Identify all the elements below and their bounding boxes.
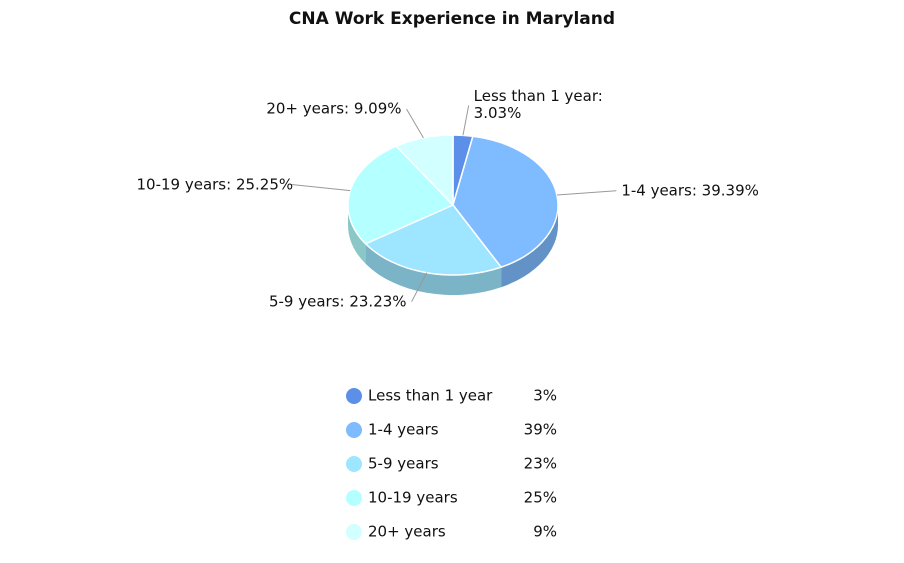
legend-label: 5-9 years [368,455,439,473]
pie-slice [452,135,559,269]
leader-line [556,190,617,196]
pie-side [365,243,502,295]
legend-label: 20+ years [368,523,446,541]
legend-swatch [346,388,362,404]
legend-label: 10-19 years [368,489,458,507]
legend-value: 23% [524,455,557,473]
legend-label: Less than 1 year [368,387,493,405]
legend-value: 39% [524,421,557,439]
legend-swatch [346,456,362,472]
legend-value: 3% [533,387,557,405]
slice-label: 1-4 years: 39.39% [621,181,759,200]
slice-label: 5-9 years: 23.23% [268,292,407,311]
legend-swatch [346,490,362,506]
slice-label: Less than 1 year: 3.03% [473,87,603,123]
chart-title: CNA Work Experience in Maryland [289,9,615,29]
pie-slice [364,204,503,276]
legend-swatch [346,422,362,438]
leader-line [462,105,470,136]
leader-line [411,272,428,303]
pie-slice [347,145,455,245]
pie-slice [394,134,454,207]
pie-side [501,205,558,288]
legend-label: 1-4 years [368,421,439,439]
leader-line [291,184,351,192]
leader-line [406,108,424,139]
legend-value: 9% [533,523,557,541]
legend-value: 25% [524,489,557,507]
legend-swatch [346,524,362,540]
slice-label: 10-19 years: 25.25% [136,175,294,194]
slice-label: 20+ years: 9.09% [266,99,402,118]
